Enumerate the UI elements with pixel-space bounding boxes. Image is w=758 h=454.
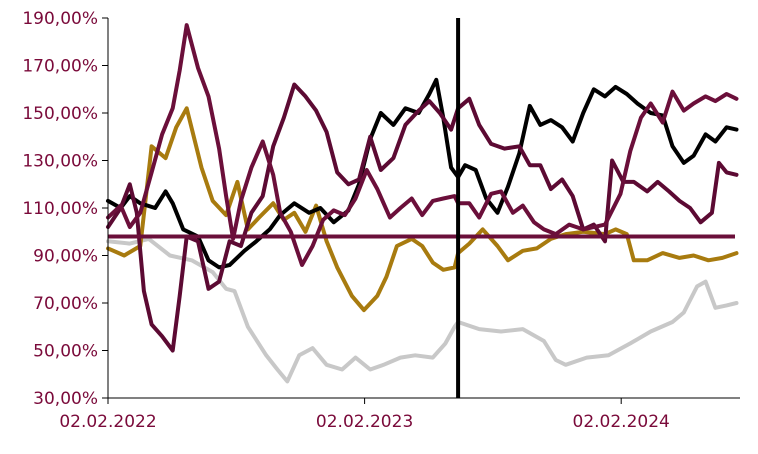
series-line-2 bbox=[106, 106, 739, 313]
x-tick-label: 02.02.2023 bbox=[316, 412, 413, 432]
series-layer bbox=[106, 23, 739, 384]
y-tick-label: 110,00% bbox=[22, 199, 98, 219]
x-tick-label: 02.02.2024 bbox=[573, 412, 670, 432]
series-line-4 bbox=[106, 82, 739, 353]
y-tick-label: 190,00% bbox=[22, 9, 98, 29]
y-tick-label: 90,00% bbox=[33, 247, 98, 267]
y-tick-label: 150,00% bbox=[22, 104, 98, 124]
y-tick-label: 70,00% bbox=[33, 294, 98, 314]
series-line-1 bbox=[106, 236, 739, 384]
y-tick-label: 50,00% bbox=[33, 342, 98, 362]
series-line-3 bbox=[106, 77, 739, 270]
y-tick-label: 170,00% bbox=[22, 57, 98, 77]
y-tick-label: 130,00% bbox=[22, 152, 98, 172]
y-tick-labels: 190,00% 170,00% 150,00% 130,00% 110,00% 90,00… bbox=[22, 9, 108, 409]
x-tick-labels: 02.02.2022 02.02.2023 02.02.2024 bbox=[59, 398, 670, 432]
series-line-5 bbox=[106, 23, 739, 267]
x-tick-label: 02.02.2022 bbox=[59, 412, 156, 432]
y-tick-label: 30,00% bbox=[33, 389, 98, 409]
axis-layer bbox=[107, 18, 740, 399]
